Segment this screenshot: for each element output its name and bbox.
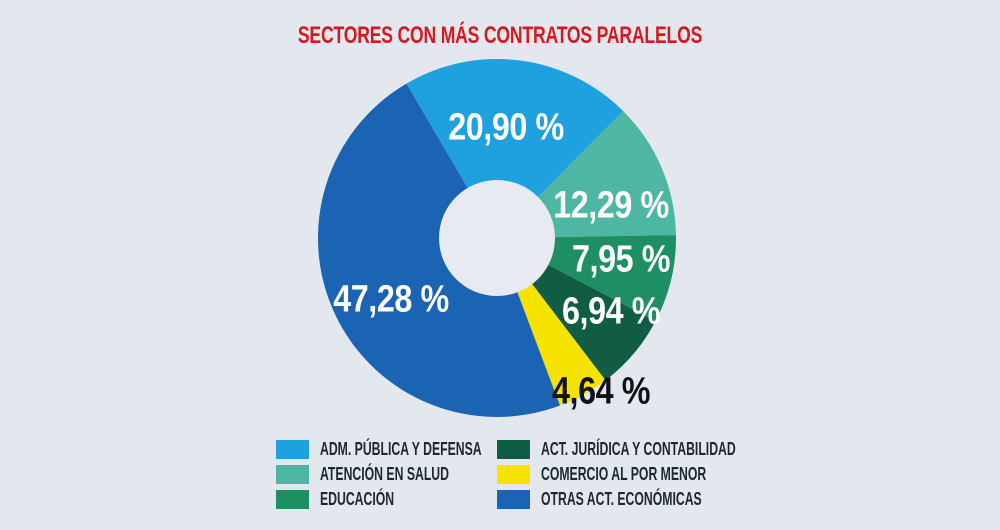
slice-value-label-2: 7,95 % [571,238,671,281]
slice-value-label-5: 47,28 % [333,278,449,321]
legend-swatch [497,440,530,459]
legend-label: ACT. JURÍDICA Y CONTABILIDAD [541,439,736,459]
donut-hole [439,180,555,296]
pie-slice-0 [406,58,624,239]
legend-column-2: ACT. JURÍDICA Y CONTABILIDAD COMERCIO AL … [497,439,827,515]
slice-value-label-3: 6,94 % [561,290,661,333]
legend-label: ADM. PÚBLICA Y DEFENSA [320,439,482,459]
legend-swatch [276,440,309,459]
slice-value-label-4: 4,64 % [551,370,651,413]
legend-label: ATENCIÓN EN SALUD [320,464,449,484]
legend-swatch [497,490,530,509]
legend-label: EDUCACIÓN [320,489,395,509]
legend-label: COMERCIO AL POR MENOR [541,464,707,484]
chart-title: SECTORES CON MÁS CONTRATOS PARALELOS [297,22,703,49]
legend-column-1: ADM. PÚBLICA Y DEFENSA ATENCIÓN EN SALUD E… [276,439,497,515]
legend-item: ATENCIÓN EN SALUD [276,464,497,484]
legend-swatch [497,465,530,484]
pie-slice-5 [317,83,560,418]
legend-item: ADM. PÚBLICA Y DEFENSA [276,439,497,459]
legend-swatch [276,490,309,509]
legend-item: ACT. JURÍDICA Y CONTABILIDAD [497,439,827,459]
legend-item: OTRAS ACT. ECONÓMICAS [497,489,827,509]
legend-swatch [276,465,309,484]
legend-item: COMERCIO AL POR MENOR [497,464,827,484]
legend-item: EDUCACIÓN [276,489,497,509]
legend: ADM. PÚBLICA Y DEFENSA ATENCIÓN EN SALUD E… [276,439,827,515]
slice-value-label-0: 20,90 % [448,106,564,149]
legend-label: OTRAS ACT. ECONÓMICAS [541,489,702,509]
slice-value-label-1: 12,29 % [553,184,669,227]
